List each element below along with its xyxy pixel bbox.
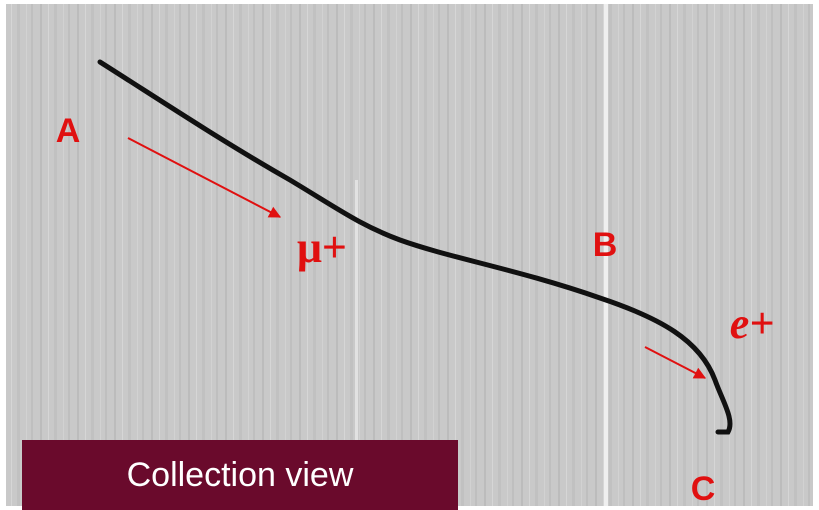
event-display: A μ+ B e+ C Collection view (0, 0, 819, 510)
page: A μ+ B e+ C Collection view (() => { con… (0, 0, 819, 510)
label-positron: e+ (730, 299, 775, 348)
label-muon: μ+ (297, 223, 347, 272)
label-a: A (56, 112, 81, 150)
label-b: B (593, 226, 618, 264)
label-c: C (691, 470, 716, 508)
caption: Collection view (127, 456, 354, 494)
